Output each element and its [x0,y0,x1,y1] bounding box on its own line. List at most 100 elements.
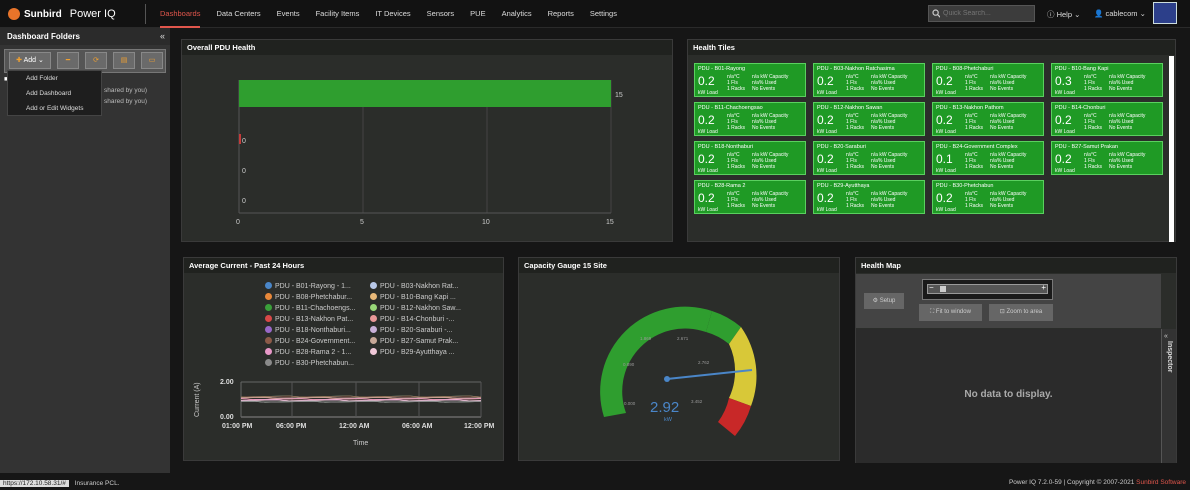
empty-message: No data to display. [964,389,1053,400]
legend-item[interactable]: PDU - B03-Nakhon Rat... [370,282,459,290]
health-tile[interactable]: PDU - B28-Rama 2 0.2 kW Load n/a°C 1 Fls 1 Ra… [694,180,806,214]
health-tile[interactable]: PDU - B10-Bang Kapi 0.3 kW Load n/a°C 1 Fls 1… [1051,63,1163,97]
avatar[interactable] [1153,2,1177,24]
menu-item-add-dashboard[interactable]: Add Dashboard [26,90,72,97]
health-tile[interactable]: PDU - B18-Nonthaburi 0.2 kW Load n/a°C 1 Fls… [694,141,806,175]
health-tile[interactable]: PDU - B14-Chonburi 0.2 kW Load n/a°C 1 Fls 1 … [1051,102,1163,136]
nav-item-settings[interactable]: Settings [589,9,617,18]
tile-fls: 1 Fls [1084,158,1095,164]
health-tile[interactable]: PDU - B08-Phetchaburi 0.2 kW Load n/a°C 1 Fl… [932,63,1044,97]
slider-handle[interactable] [940,286,946,292]
tile-events: No Events [752,125,776,131]
health-tile[interactable]: PDU - B13-Nakhon Pathom 0.2 kW Load n/a°C 1 … [932,102,1044,136]
tile-fls: 1 Fls [965,197,976,203]
health-tile[interactable]: PDU - B12-Nakhon Sawan 0.2 kW Load n/a°C 1 F… [813,102,925,136]
tile-unit: kW Load [698,90,718,96]
nav-item-events[interactable]: Events [276,9,300,18]
tile-racks: 1 Racks [727,125,746,131]
legend-item[interactable]: PDU - B13-Nakhon Pat... [265,315,353,323]
zoom-to-area-button[interactable]: ⊡ Zoom to area [989,304,1053,321]
legend-item[interactable]: PDU - B10-Bang Kapi ... [370,293,456,301]
legend-item[interactable]: PDU - B28-Rama 2 - 1... [265,348,351,356]
zoom-in-icon[interactable]: + [1041,283,1046,292]
map-canvas[interactable]: No data to display. [856,329,1161,463]
window-button[interactable]: ▭ [141,52,163,69]
legend-item[interactable]: PDU - B30-Phetchabun... [265,359,354,367]
status-tail: Insurance PCL. [74,480,120,487]
tile-unit: kW Load [817,90,837,96]
x-tick: 12:00 PM [464,423,495,430]
search-input[interactable] [943,10,1034,17]
nav-item-analytics[interactable]: Analytics [501,9,532,18]
shared-item[interactable]: shared by you) [104,87,147,94]
health-tile[interactable]: PDU - B11-Chachoengsao 0.2 kW Load n/a°C 1 F… [694,102,806,136]
nav-item-facility-items[interactable]: Facility Items [315,9,360,18]
legend-label: PDU - B13-Nakhon Pat... [275,316,354,323]
nav-item-data-centers[interactable]: Data Centers [216,9,261,18]
tile-capacity-label: n/a kW Capacity [1109,113,1146,119]
legend-item[interactable]: PDU - B29-Ayutthaya ... [370,348,455,356]
bar-value-label: 15 [615,92,623,99]
add-button[interactable]: ✚ Add ⌄ [9,52,51,69]
tile-capacity-label: n/a kW Capacity [1109,152,1146,158]
chevron-down-icon: ⌄ [37,57,44,64]
legend-item[interactable]: PDU - B20-Saraburi -... [370,326,452,334]
tile-used: n/a% Used [990,119,1015,125]
help-icon: ⓘ [1047,10,1055,19]
legend-swatch [265,304,272,311]
health-tile[interactable]: PDU - B30-Phetchabun 0.2 kW Load n/a°C 1 Fls… [932,180,1044,214]
setup-label: Setup [879,298,896,304]
sunbird-logo[interactable]: Sunbird Power IQ [8,7,116,21]
health-tile[interactable]: PDU - B01-Rayong 0.2 kW Load n/a°C 1 Fls 1 Ra… [694,63,806,97]
user-icon: 👤 [1094,9,1104,18]
layout-button[interactable]: ▤ [113,52,135,69]
legend-item[interactable]: PDU - B12-Nakhon Saw... [370,304,461,312]
health-tile[interactable]: PDU - B29-Ayutthaya 0.2 kW Load n/a°C 1 Fls 1… [813,180,925,214]
inspector-panel[interactable]: « Inspector [1161,329,1176,463]
search-box[interactable] [928,5,1035,22]
refresh-button[interactable]: ⟳ [85,52,107,69]
help-menu[interactable]: ⓘ Help ⌄ [1047,9,1080,20]
nav-item-sensors[interactable]: Sensors [426,9,455,18]
tile-capacity: n/a kW Capacity n/a% Used No Events [752,113,788,131]
fit-to-window-button[interactable]: ⛶ Fit to window [919,304,982,321]
nav-item-pue[interactable]: PUE [470,9,486,18]
nav-item-dashboards[interactable]: Dashboards [160,0,201,28]
legend-item[interactable]: PDU - B24-Government... [265,337,355,345]
zoom-out-icon[interactable]: − [929,283,934,292]
scrollbar[interactable] [1169,56,1174,242]
legend-label: PDU - B30-Phetchabun... [275,360,354,367]
tile-stats: n/a°C 1 Fls 1 Racks [846,113,864,131]
user-menu[interactable]: 👤 cablecom ⌄ [1094,9,1146,18]
menu-item-add-widgets[interactable]: Add or Edit Widgets [26,105,84,112]
collapse-icon[interactable]: « [159,31,165,41]
expand-icon[interactable]: « [1164,333,1168,340]
legend-item[interactable]: PDU - B27-Samut Prak... [370,337,458,345]
help-label: Help [1056,10,1073,19]
health-tile[interactable]: PDU - B27-Samut Prakan 0.2 kW Load n/a°C 1 F… [1051,141,1163,175]
legend-item[interactable]: PDU - B01-Rayong - 1... [265,282,351,290]
overall-health-chart: 15 0 0 0 0 5 10 15 [236,80,623,226]
footer-brand-link[interactable]: Sunbird Software [1136,479,1186,486]
tile-unit: kW Load [817,129,837,135]
tile-stats: n/a°C 1 Fls 1 Racks [727,191,745,209]
zoom-slider[interactable]: − + [927,283,1048,294]
remove-button[interactable]: ━ [57,52,79,69]
health-tile[interactable]: PDU - B20-Saraburi 0.2 kW Load n/a°C 1 Fls 1 … [813,141,925,175]
legend-item[interactable]: PDU - B14-Chonburi -... [370,315,454,323]
legend-item[interactable]: PDU - B18-Nonthaburi... [265,326,351,334]
nav-item-reports[interactable]: Reports [547,9,574,18]
tile-temp: n/a°C [965,74,978,80]
health-tile[interactable]: PDU - B24-Government Complex 0.1 kW Load n/… [932,141,1044,175]
legend-swatch [370,348,377,355]
health-tile[interactable]: PDU - B03-Nakhon Ratchasima 0.2 kW Load n/a… [813,63,925,97]
legend-item[interactable]: PDU - B11-Chachoengs... [265,304,355,312]
tile-racks: 1 Racks [846,164,865,170]
setup-button[interactable]: ⚙ Setup [864,293,904,309]
menu-item-add-folder[interactable]: Add Folder [26,75,58,82]
tile-name: PDU - B14-Chonburi [1055,105,1106,111]
shared-item[interactable]: shared by you) [104,98,147,105]
legend-item[interactable]: PDU - B08-Phetchabur... [265,293,352,301]
nav-item-it-devices[interactable]: IT Devices [375,9,411,18]
tile-used: n/a% Used [990,197,1015,203]
